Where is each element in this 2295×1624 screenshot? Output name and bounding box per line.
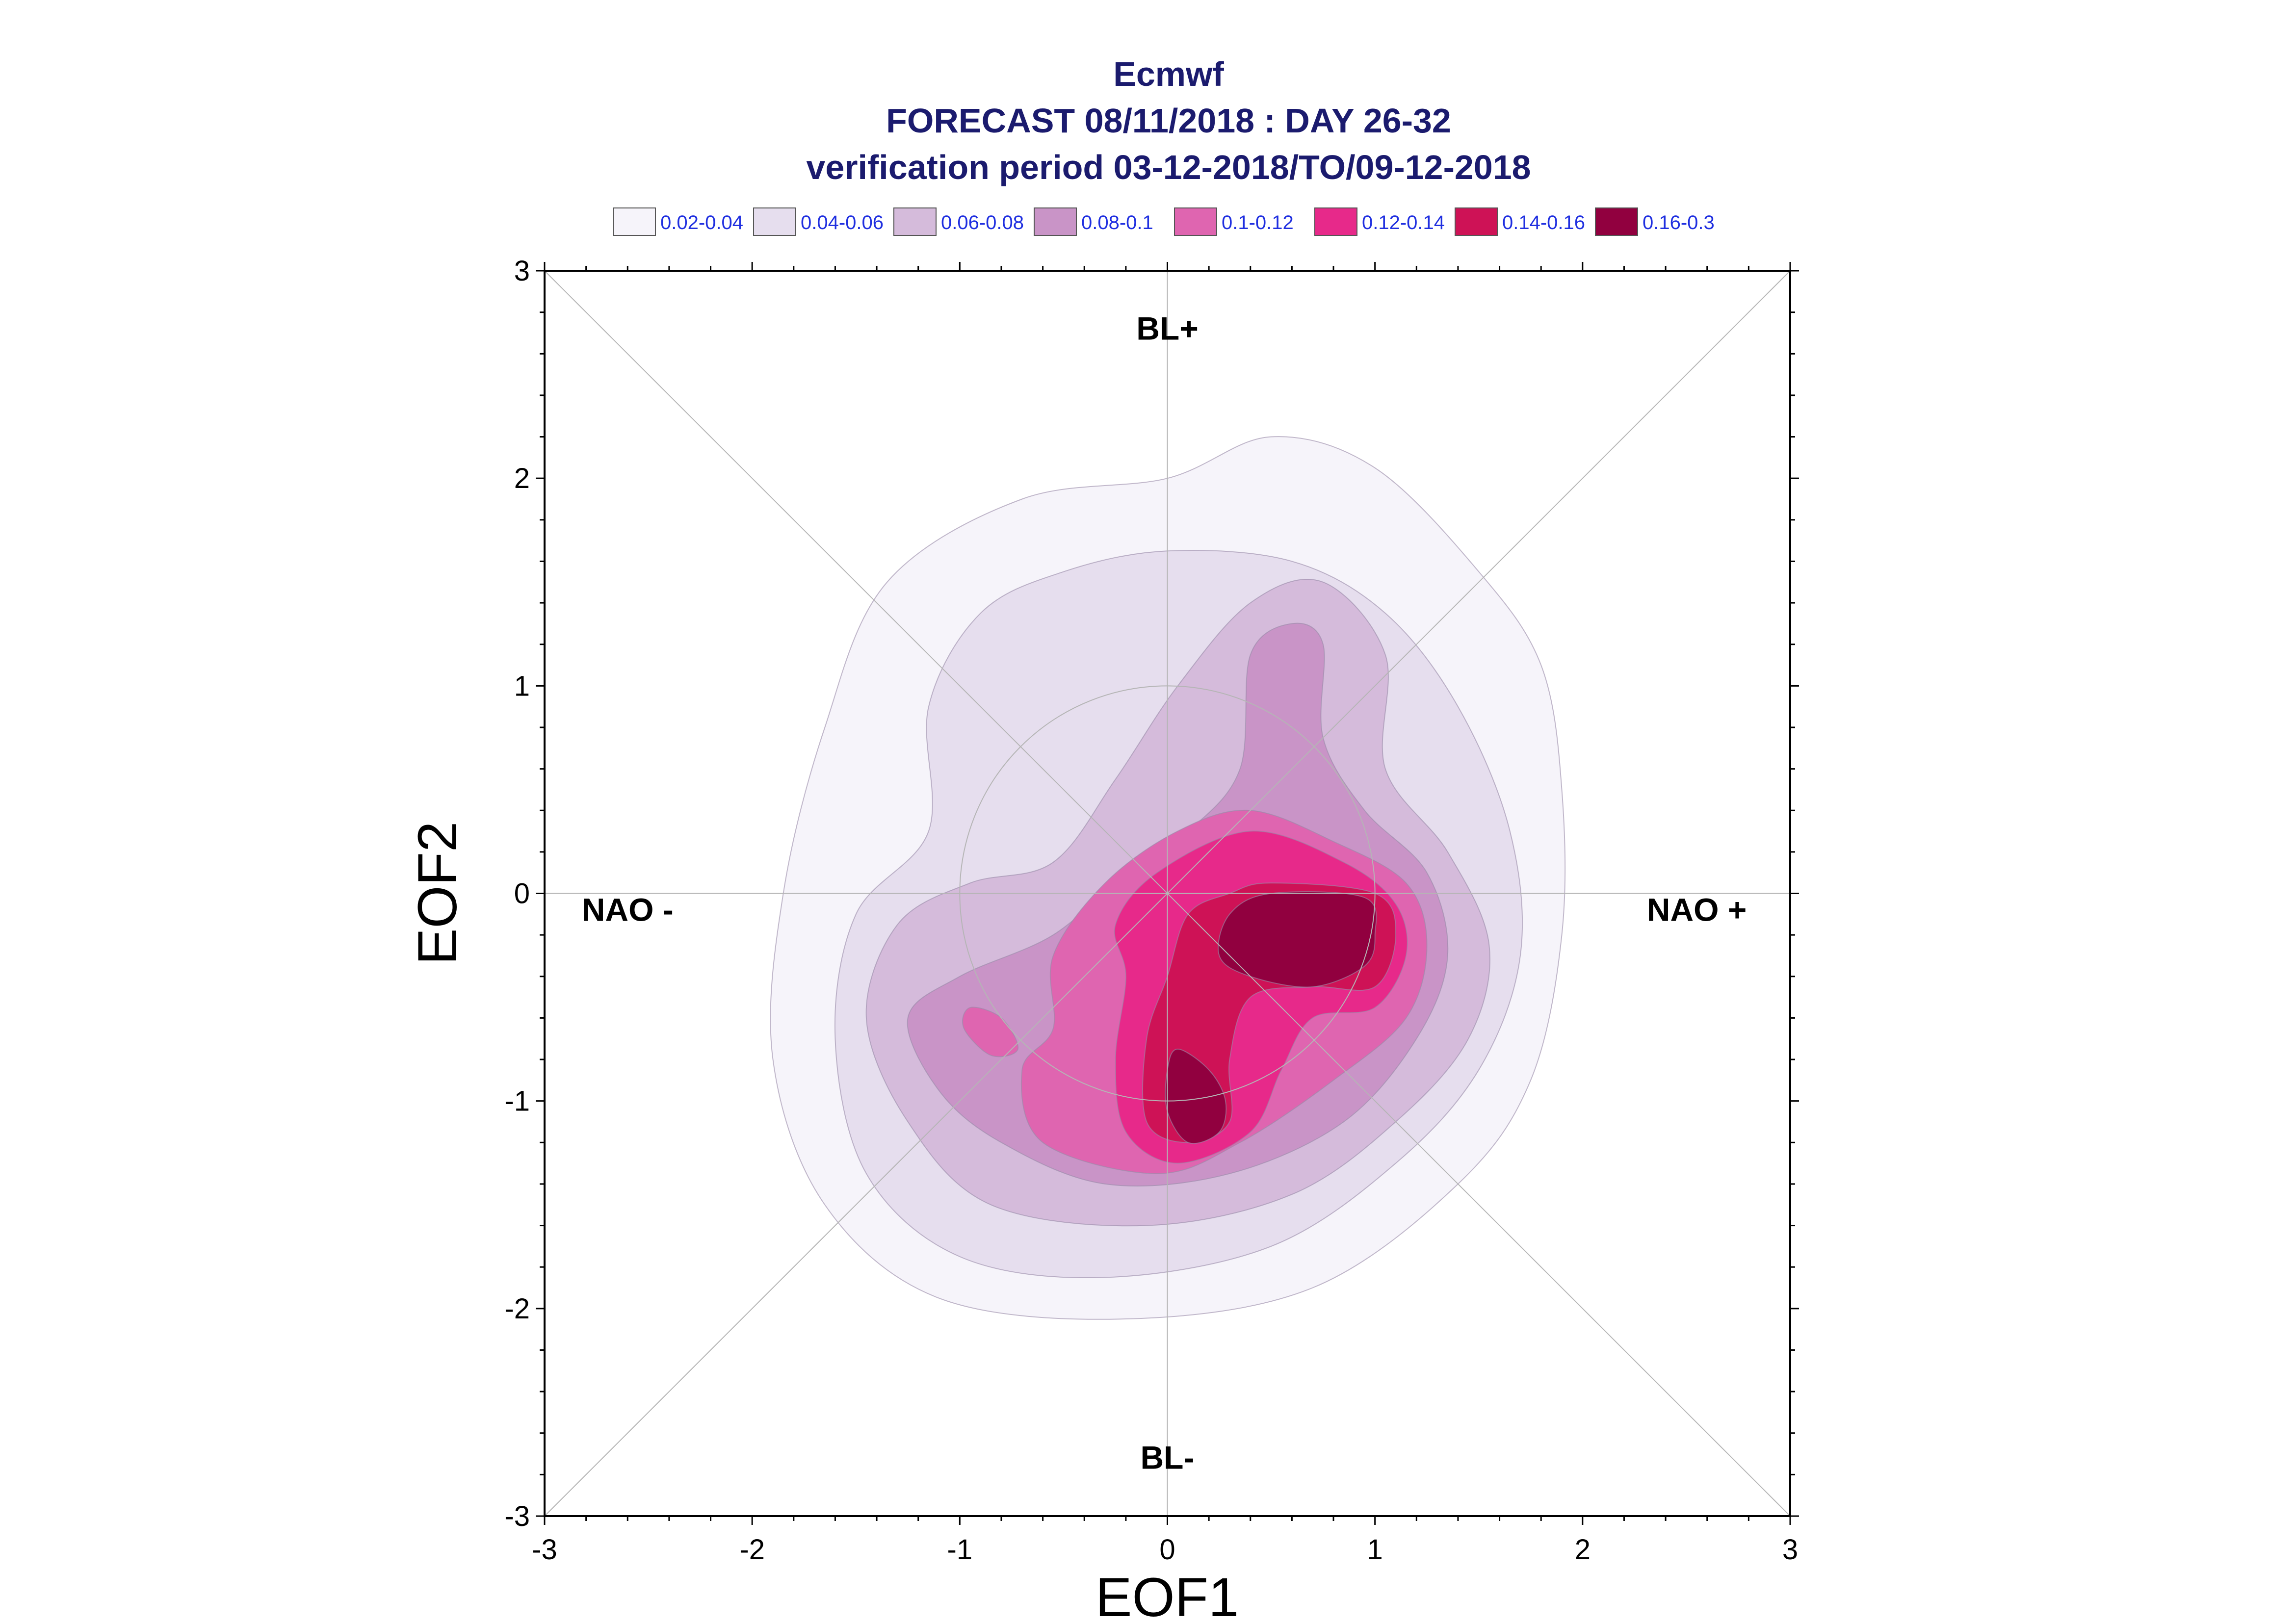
legend-label: 0.14-0.16 bbox=[1502, 212, 1585, 233]
regime-label-nao+: NAO + bbox=[1647, 891, 1747, 928]
legend-label: 0.06-0.08 bbox=[941, 212, 1024, 233]
legend-label: 0.1-0.12 bbox=[1222, 212, 1294, 233]
regime-label-bl+: BL+ bbox=[1136, 310, 1199, 346]
regime-label-bl-: BL- bbox=[1141, 1440, 1195, 1476]
regime-labels: BL+ BL- NAO - NAO + bbox=[582, 310, 1747, 1475]
x-tick-label: 2 bbox=[1575, 1534, 1591, 1566]
y-tick-label: 0 bbox=[514, 878, 530, 910]
x-axis-title: EOF1 bbox=[1095, 1567, 1239, 1624]
x-tick-label: -2 bbox=[739, 1534, 765, 1566]
legend: 0.02-0.04 0.04-0.06 0.06-0.08 0.08-0.1 0.1-0… bbox=[613, 207, 1715, 236]
legend-swatch bbox=[1455, 207, 1498, 236]
reference-lines bbox=[544, 270, 1791, 1517]
x-tick-label: -3 bbox=[532, 1534, 557, 1566]
y-tick-label: 1 bbox=[514, 670, 530, 702]
contour-0.16-0.3-1 bbox=[1165, 1048, 1227, 1144]
legend-swatch bbox=[1314, 207, 1357, 236]
y-tick-label: 3 bbox=[514, 255, 530, 287]
y-tick-label: 2 bbox=[514, 463, 530, 494]
reference-circle bbox=[959, 685, 1376, 1102]
y-tick-label: -1 bbox=[504, 1085, 530, 1117]
chart-title-line-1: Ecmwf bbox=[1113, 55, 1224, 93]
legend-swatch bbox=[753, 207, 796, 236]
contour-0.1-0.12-1 bbox=[962, 1006, 1019, 1057]
chart-title-line-2: FORECAST 08/11/2018 : DAY 26-32 bbox=[886, 102, 1451, 140]
x-tick-label: -1 bbox=[947, 1534, 973, 1566]
plot-area: -3 -2 -1 0 1 2 3 -3 -2 -1 0 1 2 3 BL+ BL- NAO - NAO + bbox=[504, 255, 1799, 1566]
legend-label: 0.04-0.06 bbox=[801, 212, 884, 233]
x-tick-label: 3 bbox=[1782, 1534, 1798, 1566]
regime-label-nao-: NAO - bbox=[582, 891, 674, 928]
legend-swatch bbox=[893, 207, 937, 236]
legend-label: 0.02-0.04 bbox=[660, 212, 743, 233]
legend-swatch bbox=[613, 207, 656, 236]
x-tick-label: 0 bbox=[1159, 1534, 1175, 1566]
legend-label: 0.08-0.1 bbox=[1081, 212, 1153, 233]
axis-ticks: -3 -2 -1 0 1 2 3 -3 -2 -1 0 1 2 3 bbox=[504, 255, 1799, 1566]
legend-swatch bbox=[1595, 207, 1638, 236]
legend-label: 0.12-0.14 bbox=[1362, 212, 1445, 233]
y-tick-label: -2 bbox=[504, 1293, 530, 1325]
chart-title-line-3: verification period 03-12-2018/TO/09-12-… bbox=[806, 148, 1531, 186]
legend-swatch bbox=[1034, 207, 1077, 236]
contour-0.16-0.3-0 bbox=[1218, 891, 1377, 988]
x-tick-label: 1 bbox=[1367, 1534, 1383, 1566]
legend-label: 0.16-0.3 bbox=[1643, 212, 1715, 233]
y-axis-title: EOF2 bbox=[407, 822, 468, 965]
y-tick-label: -3 bbox=[504, 1500, 530, 1532]
legend-swatch bbox=[1174, 207, 1217, 236]
